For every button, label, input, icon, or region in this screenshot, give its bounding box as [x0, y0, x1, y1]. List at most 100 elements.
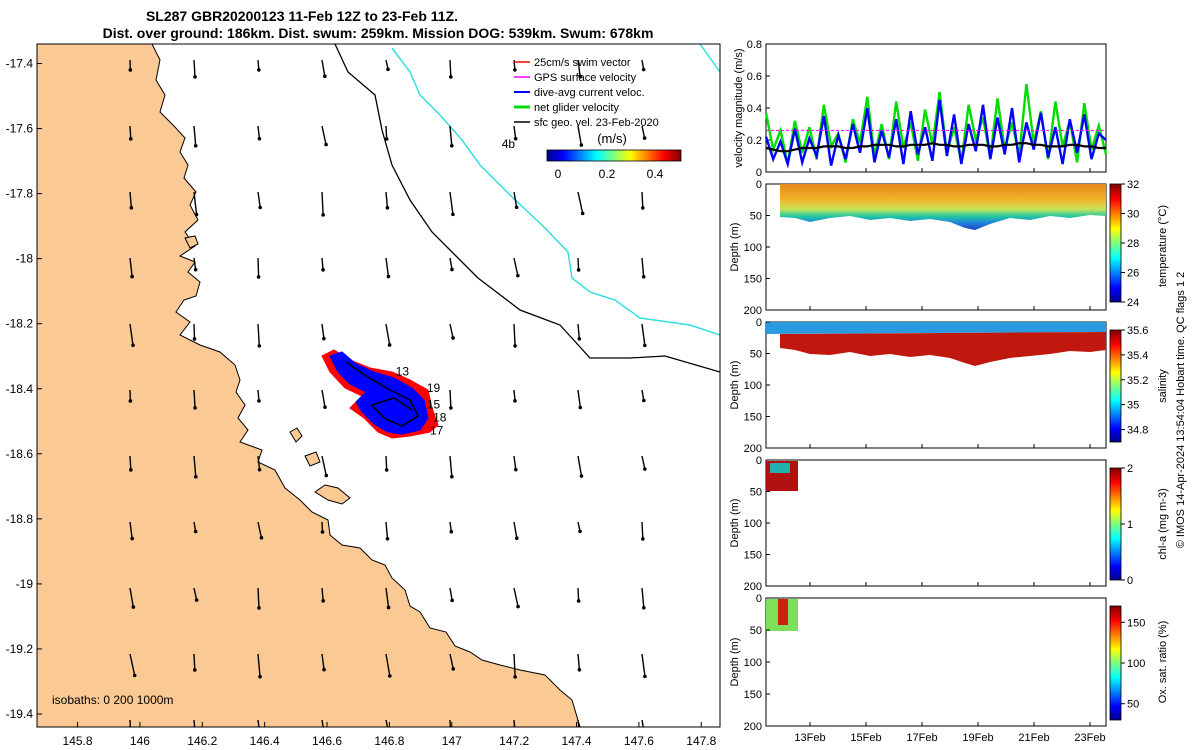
map-x-tick-label: 146.6 [312, 734, 342, 748]
depth-tick-label: 0 [756, 593, 762, 605]
depth-tick-label: 150 [744, 274, 762, 286]
geo-vector-head [642, 136, 647, 140]
geo-vector-head [515, 536, 519, 541]
geo-vector-shaft [193, 59, 196, 77]
geo-vector-shaft [321, 719, 324, 727]
geo-vector-head [513, 136, 518, 141]
depth-tick-label: 200 [744, 581, 762, 593]
geo-vector-head [513, 68, 517, 72]
geo-vector-head [321, 599, 325, 603]
geo-vector-shaft [641, 191, 644, 208]
geo-vector-head [129, 206, 134, 210]
date-axis-ticks: 13Feb 15Feb 17Feb 19Feb 21Feb 23Feb [794, 168, 1106, 744]
colorbar-tick-1: 0.2 [599, 167, 616, 181]
velocity-series [764, 83, 1108, 169]
geo-vector-head [576, 599, 581, 603]
geo-vector-shaft [577, 323, 581, 339]
geo-vector-shaft [193, 587, 198, 601]
geo-vector-shaft [513, 125, 517, 139]
colorbar-tick-label: 50 [1127, 699, 1139, 711]
track-day-label: 17 [430, 423, 444, 437]
oxygen-panel: Depth (m) Ox. sat. ratio (%) [729, 597, 1169, 727]
map-y-tick-label: -18.2 [6, 317, 34, 331]
track-day-label: 4b [502, 137, 516, 151]
temperature-ylabel: Depth (m) [729, 223, 741, 272]
salinity-section [780, 332, 1106, 366]
geo-vector-head [321, 268, 325, 272]
geo-vector-shaft [513, 653, 516, 677]
geo-vector-head [323, 74, 327, 79]
geo-vector-head [514, 205, 519, 210]
geo-vector-head [516, 273, 520, 278]
depth-tick-label: 0 [756, 455, 762, 467]
map-y-tick-label: -19.4 [6, 707, 34, 721]
geo-vector-head [131, 343, 135, 348]
colorbar-tick-label: 1 [1127, 519, 1133, 531]
depth-tick-label: 0 [756, 317, 762, 329]
surface-geostrophic-vectors [128, 59, 647, 733]
track-current-vectors [329, 351, 429, 435]
geo-vector-shaft [385, 191, 389, 208]
geo-vector-head [387, 729, 391, 733]
geo-vector-head [450, 598, 454, 603]
geo-vector-shaft [641, 455, 646, 470]
geo-vector-shaft [193, 191, 198, 215]
geo-vector-head [128, 399, 133, 403]
velocity-y-tick-label: 0.2 [747, 135, 762, 147]
depth-tick-label: 50 [750, 625, 762, 637]
depth-tick-label: 100 [744, 380, 762, 392]
geo-vector-head [321, 213, 325, 217]
temperature-section [780, 184, 1106, 230]
geo-vector-shaft [385, 257, 390, 277]
geo-vector-shaft [321, 389, 326, 408]
geo-vector-head [386, 67, 390, 72]
geo-vector-head [192, 668, 197, 672]
geo-vector-shaft [129, 191, 133, 208]
geo-vector-head [513, 467, 518, 472]
oxygen-ylabel: Depth (m) [729, 638, 741, 687]
map-x-tick-label: 146.8 [374, 734, 404, 748]
depth-tick-label: 200 [744, 443, 762, 455]
salinity-colorbar [1109, 329, 1122, 443]
geo-vector-head [193, 406, 197, 410]
geo-vector-shaft [321, 125, 327, 145]
salinity-surface-layer [766, 322, 1106, 334]
geo-vector-shaft [641, 587, 645, 608]
velocity-series-line [765, 142, 1106, 153]
depth-tick-label: 50 [750, 211, 762, 223]
depth-tick-label: 100 [744, 242, 762, 254]
geo-vector-head [577, 667, 582, 672]
depth-tick-label: 100 [744, 518, 762, 530]
geo-vector-shaft [193, 389, 196, 408]
colorbar-tick-label: 2 [1127, 463, 1133, 475]
geo-vector-shaft [449, 455, 453, 477]
geo-vector-head [450, 474, 454, 479]
date-tick-label: 21Feb [1018, 732, 1049, 744]
geo-vector-shaft [129, 323, 134, 346]
geo-vector-head [451, 212, 455, 217]
geo-vector-shaft [641, 257, 645, 277]
geo-vector-shaft [129, 653, 136, 676]
geo-vector-head [257, 399, 261, 403]
geo-vector-head [641, 67, 646, 72]
geo-vector-shaft [257, 521, 263, 538]
geo-vector-head [324, 142, 328, 147]
depth-axis-ticks: 0501001502000501001502000501001502000501… [744, 179, 770, 733]
colorbar-unit-label: (m/s) [597, 131, 627, 146]
date-tick-label: 17Feb [906, 732, 937, 744]
geo-vector-shaft [321, 323, 325, 339]
geo-vector-head [641, 605, 646, 610]
geo-vector-shaft [513, 389, 516, 401]
figure-title-line2: Dist. over ground: 186km. Dist. swum: 25… [103, 25, 654, 41]
geo-vector-shaft [385, 125, 388, 139]
geo-vector-head [385, 205, 390, 210]
geo-vector-head [320, 530, 325, 534]
geo-vector-head [643, 467, 647, 471]
geo-vector-head [193, 267, 198, 272]
oxygen-frame [765, 597, 1107, 727]
geo-vector-shaft [385, 323, 391, 346]
map-colorbar: (m/s) 0 0.2 0.4 [546, 131, 682, 181]
geo-vector-head [449, 406, 453, 410]
geo-vector-head [641, 537, 645, 541]
geo-vector-shaft [449, 323, 454, 339]
